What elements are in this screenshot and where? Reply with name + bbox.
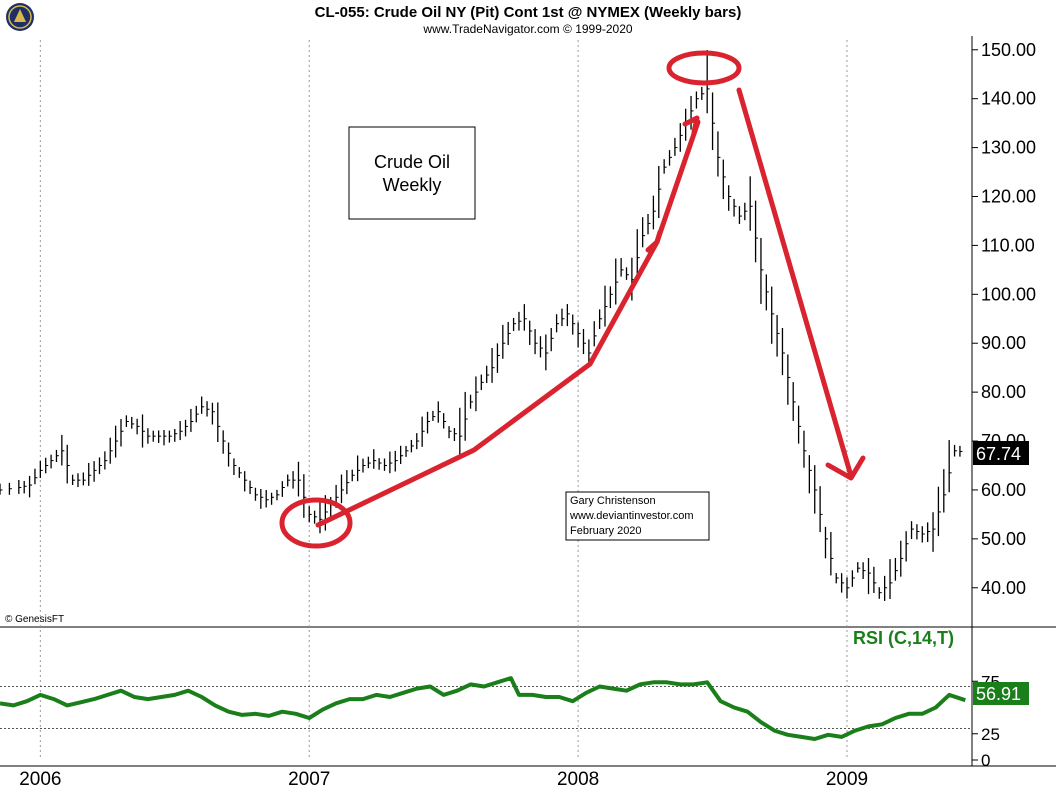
- data-source-credit: © GenesisFT: [5, 614, 64, 625]
- x-tick-label: 2007: [288, 769, 330, 790]
- trade-navigator-logo: [6, 3, 34, 31]
- x-tick-label: 2009: [826, 769, 868, 790]
- rsi-line: [0, 676, 966, 741]
- last-price-label: 67.74: [976, 444, 1021, 464]
- uptrend-kink: [645, 229, 663, 253]
- credit-website: www.deviantinvestor.com: [569, 510, 694, 522]
- credit-box: Gary Christenson www.deviantinvestor.com…: [565, 491, 710, 541]
- rsi-title: RSI (C,14,T): [853, 628, 954, 648]
- price-y-axis: 150.00 140.00 130.00 120.00 110.00 100.00 90.0…: [972, 40, 1036, 598]
- y-tick-label: 130.00: [981, 138, 1036, 158]
- downtrend-arrow: [736, 87, 854, 479]
- annotation-box: Crude Oil Weekly: [348, 126, 476, 220]
- x-tick-labels: 2006 2007 2008 2009: [19, 769, 868, 790]
- y-tick-label: 90.00: [981, 333, 1026, 353]
- price-bars: [0, 50, 963, 601]
- rsi-tick-label: 25: [981, 725, 1000, 744]
- last-price-marker: 67.74: [973, 441, 1029, 465]
- y-tick-label: 110.00: [981, 235, 1035, 255]
- time-axis: 2006 2007 2008 2009: [0, 765, 1056, 790]
- uptrend-line: [315, 119, 701, 528]
- downtrend-arrowhead: [825, 455, 866, 481]
- x-tick-label: 2008: [557, 769, 599, 790]
- red-annotations: [279, 50, 866, 549]
- chart-subtitle: www.TradeNavigator.com © 1999-2020: [422, 22, 632, 36]
- low-circle: [279, 497, 353, 549]
- y-tick-label: 100.00: [981, 284, 1036, 304]
- credit-author: Gary Christenson: [570, 495, 656, 507]
- y-tick-label: 40.00: [981, 578, 1026, 598]
- y-tick-label: 120.00: [981, 187, 1036, 207]
- annotation-line-2: Weekly: [383, 175, 442, 195]
- y-tick-label: 60.00: [981, 480, 1026, 500]
- peak-circle: [666, 50, 742, 86]
- y-tick-label: 80.00: [981, 382, 1026, 402]
- y-tick-label: 50.00: [981, 529, 1026, 549]
- price-grid: [39, 40, 848, 760]
- rsi-tick-label: 0: [981, 751, 990, 770]
- chart-title: CL-055: Crude Oil NY (Pit) Cont 1st @ NY…: [315, 4, 742, 21]
- x-tick-label: 2006: [19, 769, 61, 790]
- y-tick-label: 150.00: [981, 40, 1036, 60]
- annotation-line-1: Crude Oil: [374, 152, 450, 172]
- credit-date: February 2020: [570, 525, 642, 537]
- last-rsi-label: 56.91: [976, 684, 1021, 704]
- y-tick-label: 140.00: [981, 89, 1036, 109]
- last-rsi-box: [973, 682, 1029, 705]
- price-panel: 150.00 140.00 130.00 120.00 110.00 100.00 90.0…: [0, 36, 1056, 766]
- uptrend-arrowhead: [682, 115, 700, 135]
